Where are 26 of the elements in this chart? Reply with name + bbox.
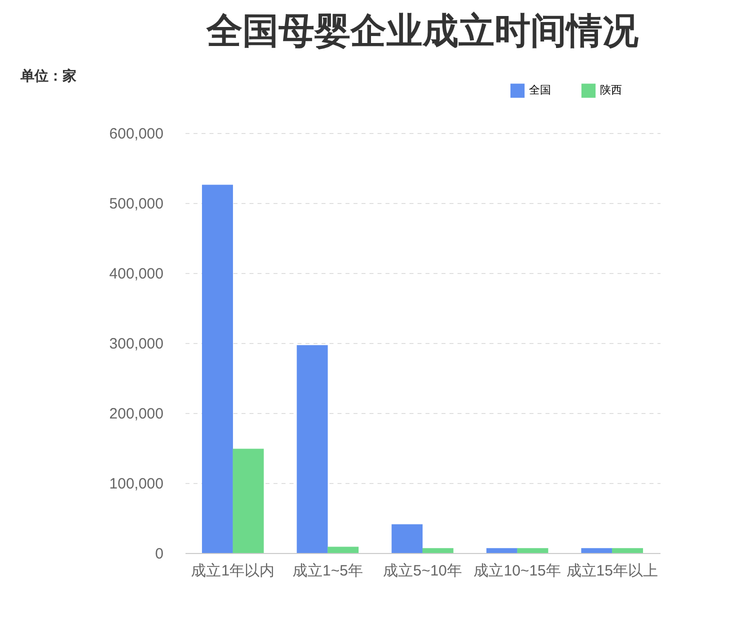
bar — [517, 548, 548, 553]
legend-label: 陕西 — [600, 84, 622, 97]
y-tick-label: 500,000 — [109, 196, 164, 212]
bar — [232, 448, 264, 553]
x-tick-label: 成立10~15年 — [474, 562, 561, 580]
bar — [296, 345, 328, 553]
x-tick-label: 成立1~5年 — [292, 562, 363, 580]
bar — [328, 546, 359, 553]
y-tick-label: 300,000 — [109, 336, 164, 352]
legend-label: 全国 — [529, 84, 551, 97]
bar — [392, 524, 423, 553]
y-tick-label: 600,000 — [109, 126, 164, 142]
y-tick-label: 100,000 — [109, 476, 164, 492]
bar — [486, 548, 518, 553]
y-axis-title: 单位：家 — [20, 68, 76, 84]
y-tick-label: 200,000 — [109, 406, 164, 422]
y-tick-label: 400,000 — [109, 266, 164, 282]
chart-title: 全国母婴企业成立时间情况 — [206, 10, 638, 51]
bar — [612, 548, 644, 553]
x-tick-label: 成立15年以上 — [566, 562, 658, 580]
y-tick-label: 0 — [155, 546, 164, 562]
bar — [581, 548, 612, 553]
x-tick-label: 成立1年以内 — [191, 562, 275, 580]
bar — [202, 184, 233, 553]
bar — [422, 548, 454, 553]
x-tick-label: 成立5~10年 — [383, 562, 462, 580]
